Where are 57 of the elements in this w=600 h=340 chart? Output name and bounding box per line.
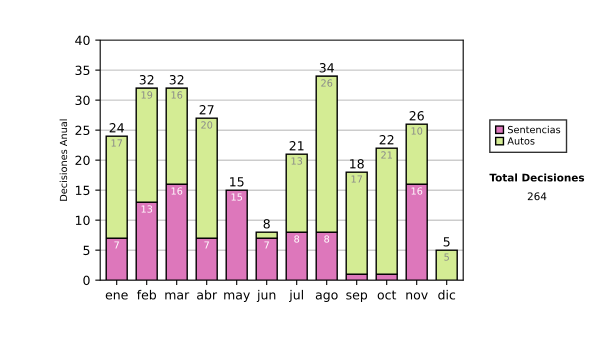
y-tick-label: 15: [76, 186, 90, 196]
data-label: 13: [292, 157, 302, 165]
total-label: 26: [410, 111, 424, 121]
data-label: 15: [232, 193, 242, 201]
total-label: 8: [264, 219, 270, 229]
x-tick-label: jun: [256, 290, 276, 302]
data-label: 19: [142, 91, 152, 99]
total-label: 5: [444, 237, 450, 247]
data-label: 16: [172, 91, 182, 99]
total-label: 21: [290, 141, 304, 150]
y-tick-label: 10: [76, 216, 90, 226]
y-tick-label: 30: [76, 96, 90, 106]
data-label: 10: [412, 127, 422, 135]
total-label: 18: [350, 159, 364, 169]
y-tick-label: 40: [75, 36, 90, 46]
text: Total Decisiones: [489, 173, 584, 182]
data-label: 7: [204, 241, 209, 249]
data-label: 16: [172, 187, 182, 195]
data-label: 17: [112, 139, 122, 147]
text: 264: [528, 192, 546, 200]
x-tick-label: dic: [438, 290, 456, 300]
legend-label: Autos: [507, 137, 535, 145]
data-label: 7: [264, 241, 269, 249]
total-label: 27: [200, 105, 214, 114]
data-label: 5: [444, 253, 449, 261]
y-tick-label: 25: [75, 126, 90, 136]
x-tick-label: mar: [165, 292, 190, 300]
y-tick-label: 0: [83, 276, 90, 286]
x-tick-label: ene: [106, 292, 128, 300]
data-label: 20: [201, 121, 212, 129]
data-label: 8: [294, 235, 300, 243]
x-tick-label: jul: [289, 290, 303, 302]
x-tick-label: sep: [346, 292, 368, 302]
total-label: 15: [230, 177, 244, 187]
x-tick-label: ago: [316, 292, 338, 302]
legend-label: Sentencias: [508, 126, 560, 134]
y-tick-label: 20: [75, 156, 90, 166]
data-label: 16: [412, 187, 422, 195]
x-tick-label: feb: [136, 290, 156, 300]
y-axis-title: Decisiones Anual: [60, 119, 68, 201]
total-label: 24: [110, 123, 124, 132]
x-tick-label: nov: [406, 292, 428, 300]
data-label: 8: [324, 235, 330, 243]
x-tick-label: may: [224, 292, 250, 302]
data-label: 7: [114, 241, 119, 249]
y-tick-label: 35: [76, 66, 90, 76]
x-tick-label: oct: [378, 290, 396, 300]
total-label: 32: [140, 75, 154, 85]
data-label: 13: [142, 205, 152, 213]
x-tick-label: abr: [197, 290, 218, 300]
total-label: 32: [170, 75, 184, 85]
total-label: 34: [320, 63, 334, 73]
data-label: 17: [352, 175, 362, 183]
data-label: 26: [321, 79, 332, 87]
total-label: 22: [380, 135, 394, 144]
data-label: 21: [381, 151, 392, 159]
y-tick-label: 5: [83, 246, 90, 256]
